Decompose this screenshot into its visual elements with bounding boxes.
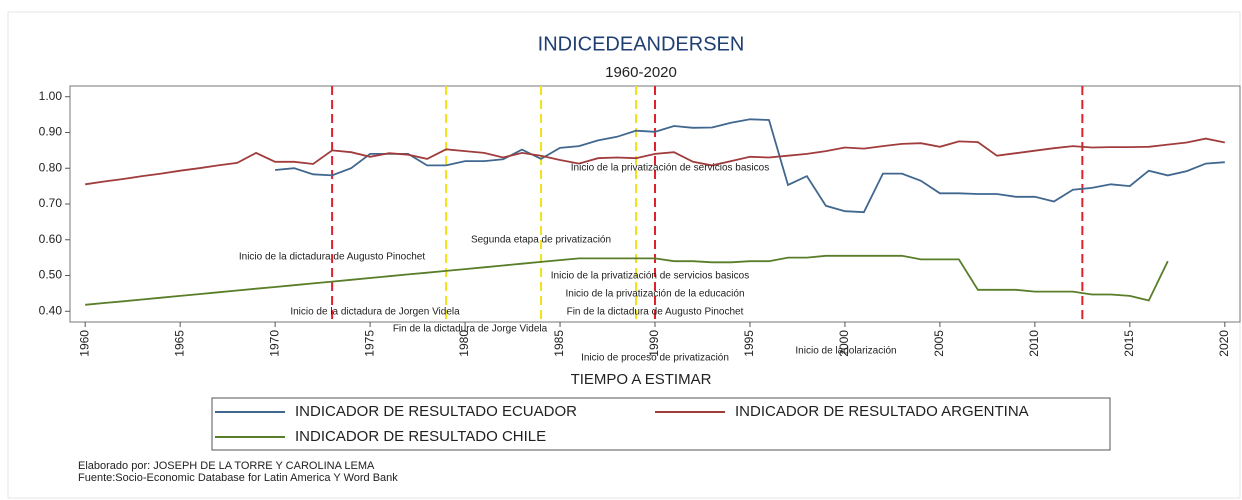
x-axis-label: TIEMPO A ESTIMAR bbox=[571, 371, 712, 388]
y-tick-label: 0.80 bbox=[39, 160, 63, 174]
x-tick-label: 1965 bbox=[172, 330, 186, 357]
x-tick-label: 1995 bbox=[742, 330, 756, 357]
x-tick-label: 1960 bbox=[77, 330, 91, 357]
series-line bbox=[85, 254, 1169, 306]
chart-subtitle: 1960-2020 bbox=[605, 64, 677, 81]
x-tick-label: 2000 bbox=[837, 330, 851, 357]
chart-title: INDICEDEANDERSEN bbox=[538, 33, 745, 55]
series-line bbox=[275, 118, 1225, 214]
annotation: Inicio de la dictadura de Jorgen Videla bbox=[290, 307, 460, 318]
annotation: Segunda etapa de privatización bbox=[471, 235, 611, 246]
annotation: Inicio de la privatización de la educaci… bbox=[566, 289, 745, 300]
annotation: Fin de la dictadura de Augusto Pinochet bbox=[567, 307, 744, 318]
y-tick-label: 0.90 bbox=[39, 125, 63, 139]
x-tick-label: 1975 bbox=[362, 330, 376, 357]
annotation: Inicio de ladolarización bbox=[795, 346, 896, 357]
x-tick-label: 2015 bbox=[1122, 330, 1136, 357]
annotation: Inicio de la dictadura de Augusto Pinoch… bbox=[239, 252, 425, 263]
x-tick-label: 1990 bbox=[647, 330, 661, 357]
x-tick-label: 2010 bbox=[1027, 330, 1041, 357]
annotation: Inicio de la privatización de servicios … bbox=[571, 163, 769, 174]
x-tick-label: 1980 bbox=[457, 330, 471, 357]
note: Elaborado por: JOSEPH DE LA TORRE Y CARO… bbox=[78, 460, 375, 472]
x-tick-label: 1985 bbox=[552, 330, 566, 357]
y-tick-label: 0.50 bbox=[39, 268, 63, 282]
note: Fuente:Socio-Economic Database for Latin… bbox=[78, 472, 398, 484]
legend-label: INDICADOR DE RESULTADO ARGENTINA bbox=[735, 403, 1029, 420]
x-tick-label: 2005 bbox=[932, 330, 946, 357]
legend-label: INDICADOR DE RESULTADO ECUADOR bbox=[295, 403, 577, 420]
legend-label: INDICADOR DE RESULTADO CHILE bbox=[295, 428, 546, 445]
annotation: Fin de la dictadura de Jorge Videla bbox=[393, 324, 548, 335]
annotation: Inicio de la privatización de servicios … bbox=[551, 271, 749, 282]
x-tick-label: 1970 bbox=[267, 330, 281, 357]
chart-frame bbox=[7, 11, 1241, 499]
x-tick-label: 2020 bbox=[1217, 330, 1231, 357]
y-tick-label: 1.00 bbox=[39, 89, 63, 103]
y-tick-label: 0.60 bbox=[39, 232, 63, 246]
y-tick-label: 0.70 bbox=[39, 196, 63, 210]
annotation: Inicio de proceso de privatización bbox=[581, 353, 729, 364]
y-tick-label: 0.40 bbox=[39, 303, 63, 317]
series-line bbox=[85, 137, 1225, 186]
legend bbox=[211, 397, 1111, 451]
